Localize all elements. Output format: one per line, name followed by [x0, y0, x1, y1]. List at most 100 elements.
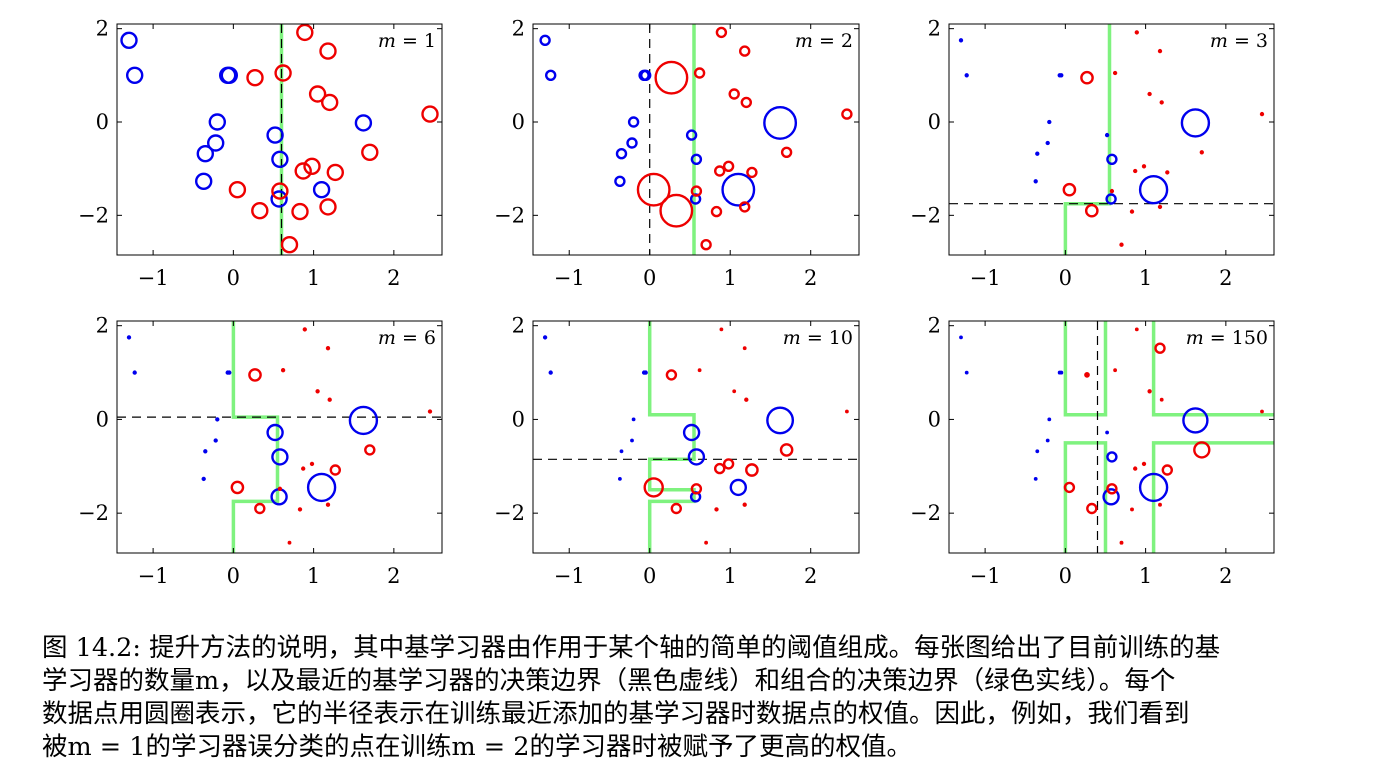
red-data-point [1084, 203, 1099, 218]
combined-boundary-line [1063, 441, 1108, 553]
blue-data-point [619, 449, 624, 454]
red-data-point [1159, 100, 1164, 105]
panel-label: m = 6 [378, 327, 436, 349]
y-tick-label: −2 [910, 501, 941, 525]
plot-area [959, 321, 1274, 553]
red-data-point [654, 60, 689, 95]
axes-frame [116, 23, 443, 256]
red-data-point [271, 182, 289, 200]
blue-data-point [196, 144, 215, 163]
red-data-point [1157, 48, 1163, 54]
x-tick-label: 0 [227, 564, 240, 588]
blue-data-point [545, 69, 557, 82]
blue-data-point [1033, 179, 1038, 184]
y-tick-label: −2 [494, 501, 525, 525]
red-data-point [1165, 170, 1170, 175]
blue-data-point [964, 73, 969, 78]
x-tick-label: 1 [724, 564, 737, 588]
blue-data-point [766, 406, 795, 435]
caption-line: 图 14.2: 提升方法的说明，其中基学习器由作用于某个轴的简单的阈值组成。每张… [42, 633, 1221, 663]
red-data-point [740, 96, 752, 109]
axes-frame [116, 320, 443, 554]
blue-data-point [312, 180, 331, 199]
x-tick-label: 2 [1219, 564, 1232, 588]
red-data-point [690, 483, 703, 495]
blue-data-point [1106, 153, 1118, 166]
blue-data-point [630, 438, 634, 443]
plot-area [539, 24, 853, 255]
y-tick-label: −2 [910, 203, 941, 227]
red-data-point [294, 162, 312, 180]
y-tick-label: 0 [928, 110, 941, 134]
panel-label: m = 150 [1186, 327, 1268, 349]
red-data-point [325, 346, 331, 351]
x-tick-label: 2 [387, 266, 400, 290]
red-data-point [722, 160, 735, 173]
red-data-point [309, 461, 315, 467]
y-tick-label: −2 [494, 203, 525, 227]
red-data-point [1141, 461, 1147, 467]
red-data-point [690, 185, 703, 197]
blue-data-point [1045, 438, 1050, 443]
red-data-point [715, 26, 728, 39]
red-data-point [1080, 70, 1094, 85]
blue-data-point [266, 126, 284, 144]
blue-data-point [631, 417, 636, 422]
blue-data-point [1045, 140, 1050, 146]
y-tick-label: 0 [96, 110, 109, 134]
red-data-point [1062, 182, 1077, 197]
panel-3: −1 0 1 2 −2 0 2 m = 3 [910, 17, 1275, 290]
blue-data-point [615, 147, 628, 160]
red-data-point [710, 205, 723, 218]
blue-data-point [201, 476, 206, 482]
blue-data-point [215, 417, 220, 422]
y-tick-label: 2 [512, 314, 525, 338]
red-data-point [659, 193, 694, 228]
figure-caption: 图 14.2: 提升方法的说明，其中基学习器由作用于某个轴的简单的阈值组成。每张… [42, 632, 1362, 764]
red-data-point [1119, 540, 1124, 545]
x-tick-label: 0 [643, 564, 656, 588]
red-data-point [1141, 164, 1147, 169]
panel-5: −1 0 1 2 −2 0 2 m = 10 [494, 314, 860, 588]
blue-data-point [194, 172, 213, 191]
red-data-point [779, 443, 794, 457]
blue-data-point [958, 38, 964, 43]
blue-data-point [539, 34, 551, 46]
red-data-point [665, 369, 678, 381]
red-data-point [704, 540, 708, 545]
panel-2: −1 0 1 2 −2 0 2 m = 2 [494, 17, 860, 290]
red-data-point [1134, 30, 1139, 35]
red-data-point [714, 165, 726, 177]
red-data-point [1158, 502, 1162, 507]
x-tick-label: 1 [724, 266, 737, 290]
red-data-point [670, 502, 682, 515]
blue-data-point [1047, 119, 1052, 125]
x-tick-label: 2 [804, 564, 817, 588]
red-data-point [302, 327, 307, 332]
panel-label: m = 10 [783, 327, 853, 349]
x-tick-label: −1 [554, 266, 585, 290]
red-data-point [1129, 209, 1135, 214]
red-data-point [693, 67, 706, 79]
blue-data-point [1047, 417, 1052, 422]
blue-data-point [614, 175, 626, 188]
x-tick-label: −1 [554, 564, 585, 588]
red-data-point [361, 143, 379, 162]
x-tick-label: −1 [138, 266, 169, 290]
x-tick-label: 1 [1139, 266, 1152, 290]
red-data-point [744, 397, 749, 402]
red-data-point [714, 507, 719, 512]
combined-boundary-line [647, 321, 696, 553]
red-data-point [714, 462, 726, 475]
red-data-point [1106, 483, 1118, 495]
red-data-point [1134, 327, 1139, 332]
red-data-point [1147, 389, 1152, 394]
blue-data-point [220, 66, 239, 85]
panel-label: m = 1 [378, 30, 436, 52]
blue-data-point [203, 449, 208, 454]
red-data-point [326, 163, 344, 182]
red-data-point [746, 166, 758, 179]
blue-data-point [618, 477, 622, 481]
blue-data-point [348, 405, 379, 436]
plot-area [949, 24, 1274, 255]
